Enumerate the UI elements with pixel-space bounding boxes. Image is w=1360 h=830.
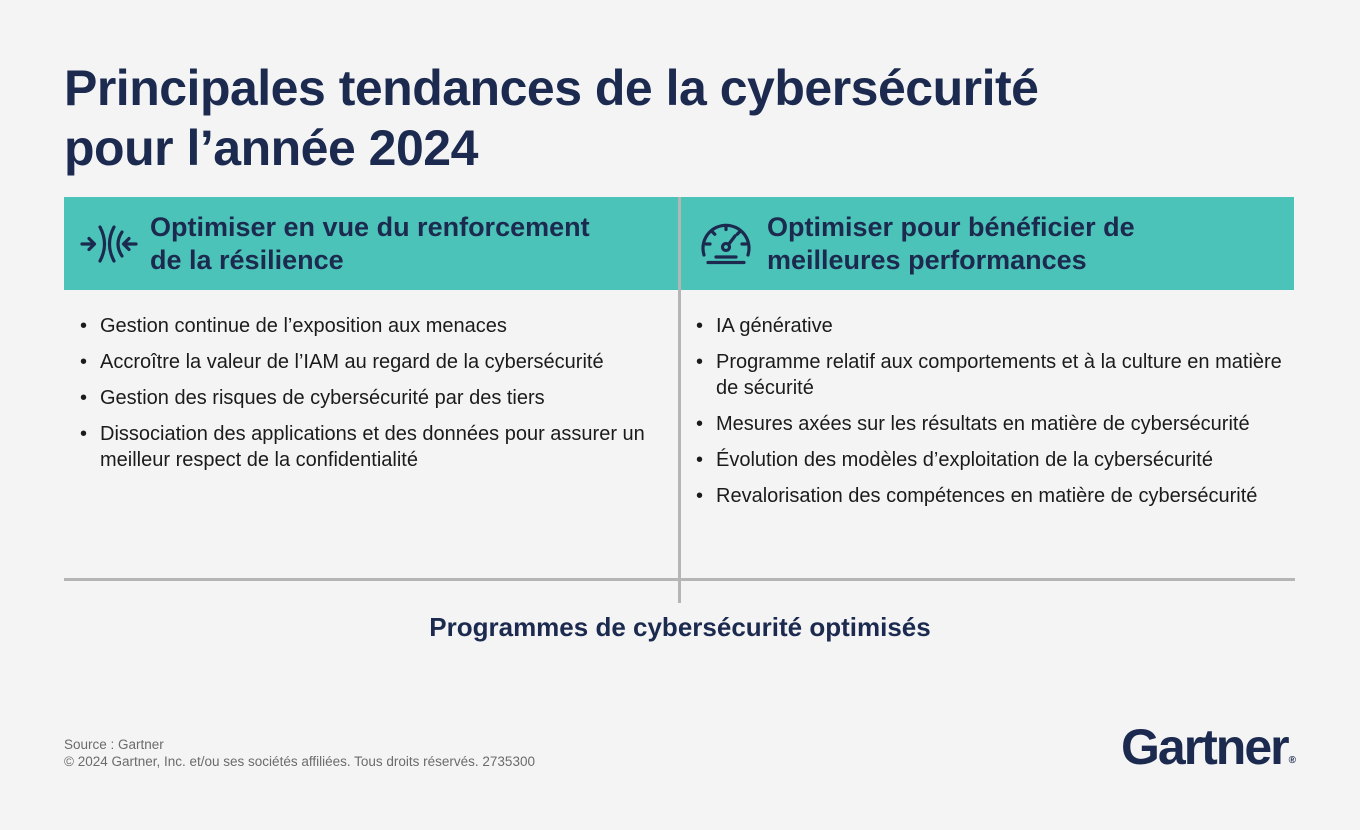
resilience-heading: Optimiser en vue du renforcement de la r… (150, 211, 590, 277)
converging-arrows-icon (78, 213, 140, 275)
gartner-logo: Gartner ® (1121, 718, 1296, 776)
list-item: Mesures axées sur les résultats en matiè… (694, 411, 1284, 437)
page-title-line-1: Principales tendances de la cybersécurit… (64, 60, 1039, 116)
list-item: Dissociation des applications et des don… (78, 421, 673, 473)
axis-label: Programmes de cybersécurité optimisés (429, 612, 931, 642)
list-item: Revalorisation des compétences en matièr… (694, 483, 1284, 509)
footer: Source : Gartner © 2024 Gartner, Inc. et… (64, 736, 535, 770)
list-item: Accroître la valeur de l’IAM au regard d… (78, 349, 673, 375)
page-title: Principales tendances de la cybersécurit… (64, 58, 1244, 178)
resilience-heading-line-1: Optimiser en vue du renforcement (150, 211, 590, 242)
resilience-heading-line-2: de la résilience (150, 244, 344, 275)
vertical-divider (678, 197, 681, 603)
logo-wordmark: Gartner (1121, 719, 1290, 775)
list-item: Gestion des risques de cybersécurité par… (78, 385, 673, 411)
list-item: Gestion continue de l’exposition aux men… (78, 313, 673, 339)
resilience-header: Optimiser en vue du renforcement de la r… (64, 197, 678, 290)
performance-heading-line-1: Optimiser pour bénéficier de (767, 211, 1135, 242)
performance-header: Optimiser pour bénéficier de meilleures … (681, 197, 1294, 290)
page-title-line-2: pour l’année 2024 (64, 120, 478, 176)
source-note: Source : Gartner (64, 737, 164, 752)
horizontal-divider (64, 578, 1295, 581)
copyright-note: © 2024 Gartner, Inc. et/ou ses sociétés … (64, 754, 535, 769)
performance-heading: Optimiser pour bénéficier de meilleures … (767, 211, 1135, 277)
list-item: Évolution des modèles d’exploitation de … (694, 447, 1284, 473)
list-item: Programme relatif aux comportements et à… (694, 349, 1284, 401)
performance-heading-line-2: meilleures performances (767, 244, 1087, 275)
speedometer-icon (695, 213, 757, 275)
performance-list: IA générative Programme relatif aux comp… (694, 313, 1284, 519)
list-item: IA générative (694, 313, 1284, 339)
resilience-list: Gestion continue de l’exposition aux men… (78, 313, 673, 483)
registered-mark: ® (1288, 755, 1296, 766)
